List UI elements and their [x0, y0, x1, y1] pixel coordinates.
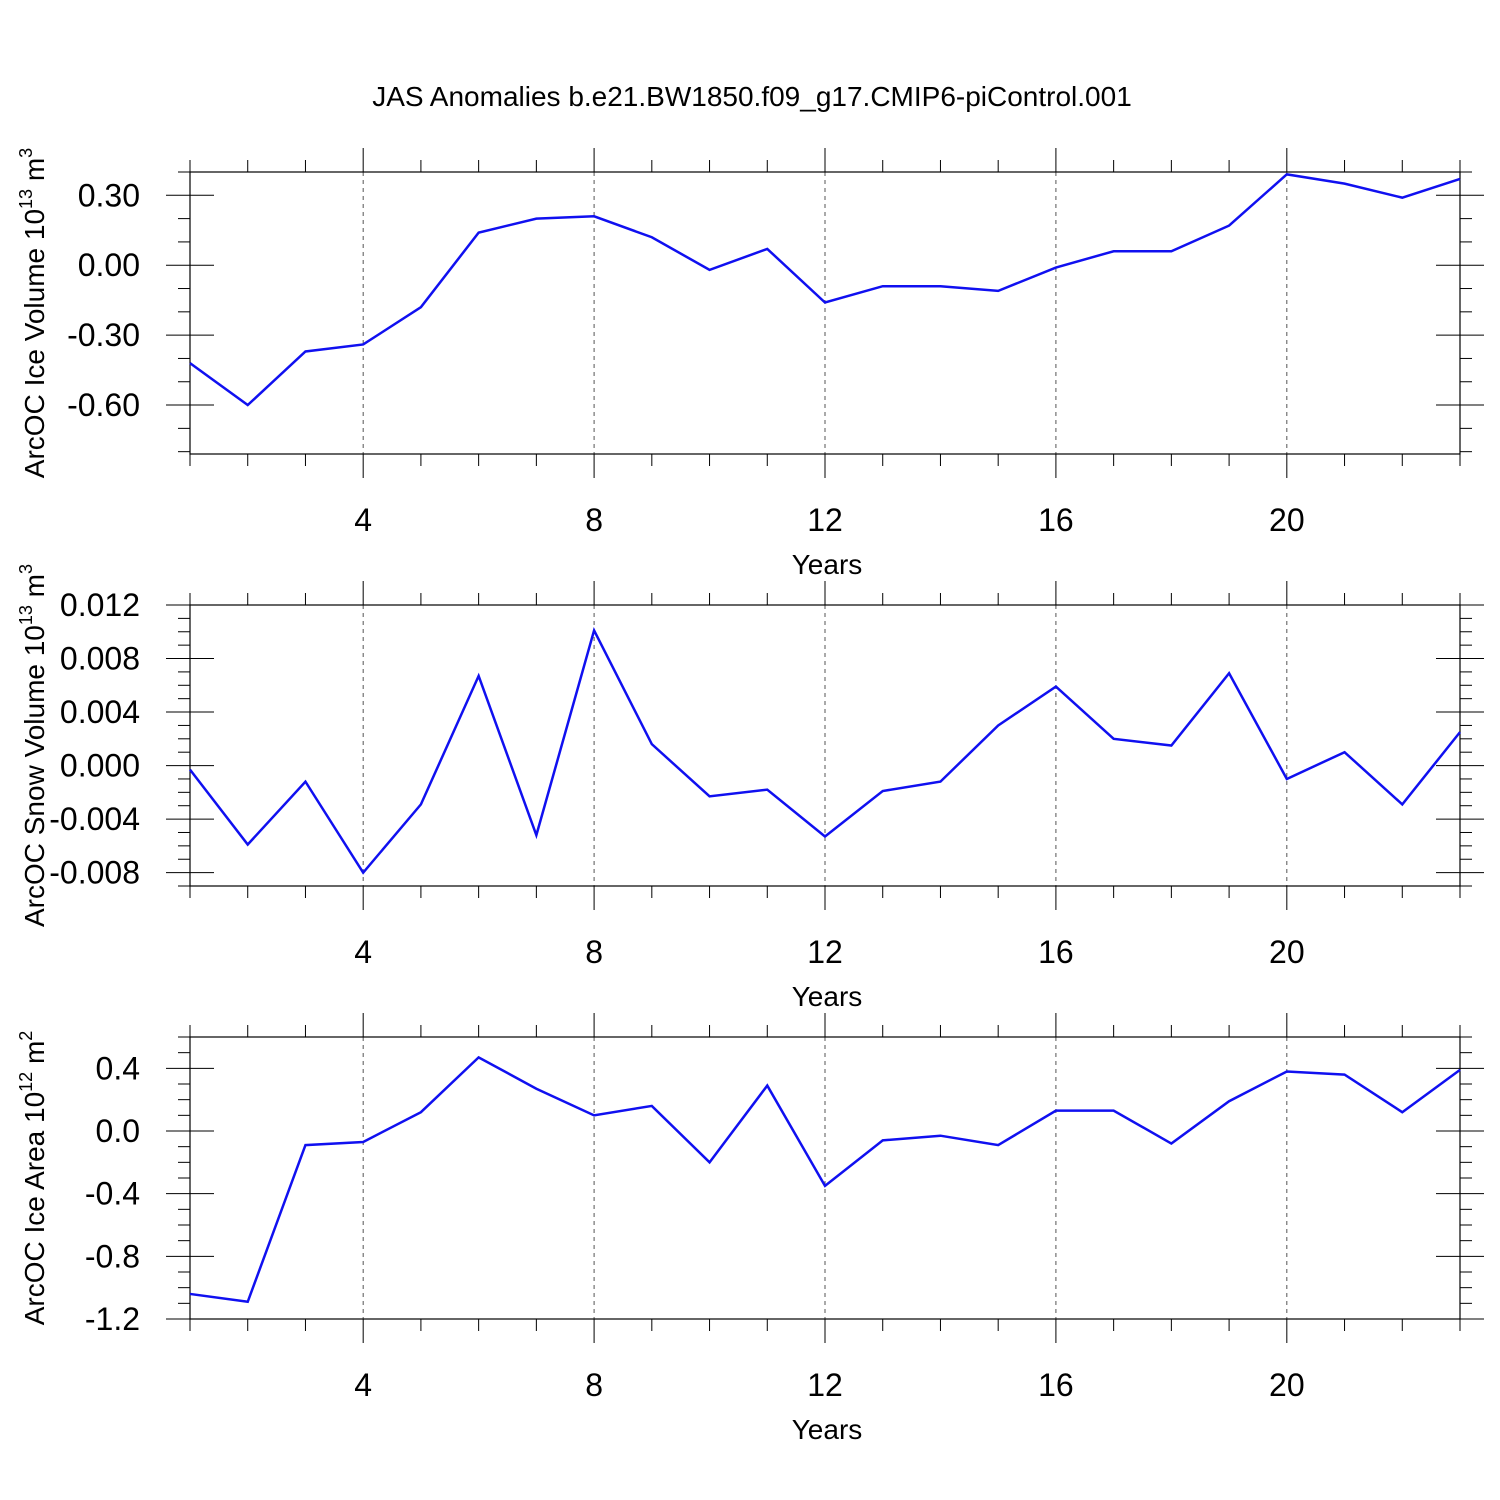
ice-area-x-tick-label: 12: [807, 1367, 843, 1403]
snow-volume-plot-frame: [189, 604, 1461, 887]
ice-area-y-axis-label-part: 12: [16, 1072, 36, 1092]
ice-area-y-axis-label: ArcOC Ice Area 1012 m2: [16, 1031, 50, 1326]
ice-area-y-tick-label: -1.2: [85, 1301, 140, 1337]
ice-volume-y-axis-label-part: 3: [16, 148, 36, 158]
ice-volume-y-axis-label-part: 13: [16, 189, 36, 209]
ice-volume-plot-frame: [189, 171, 1461, 455]
ice-volume-y-tick-label: -0.60: [67, 387, 140, 423]
ice-volume-y-tick-label: 0.30: [78, 177, 140, 213]
snow-volume-x-tick-label: 4: [354, 934, 372, 970]
snow-volume-y-axis-label-part: ArcOC Snow Volume 10: [19, 625, 50, 927]
snow-volume-x-tick-label: 20: [1269, 934, 1305, 970]
snow-volume-y-tick-label: 0.004: [60, 694, 140, 730]
ice-area-y-tick-label: -0.8: [85, 1238, 140, 1274]
snow-volume-y-tick-label: 0.008: [60, 641, 140, 677]
ice-volume-x-tick-label: 20: [1269, 502, 1305, 538]
ice-area-y-tick-label: 0.4: [96, 1050, 140, 1086]
ice-area-y-axis-label-part: ArcOC Ice Area 10: [19, 1092, 50, 1325]
ice-volume-y-axis-label-part: m: [19, 158, 50, 189]
ice-volume-y-tick-label: -0.30: [67, 317, 140, 353]
ice-area-y-tick-label: -0.4: [85, 1176, 140, 1212]
panels: 4 8 12 16 20 -0.60 -0.30 0.00 0.30 Years ArcOC Ice…: [16, 148, 1484, 1445]
ice-volume-x-tick-label: 16: [1038, 502, 1074, 538]
snow-volume-x-tick-label: 8: [585, 934, 603, 970]
ice-area-x-tick-label: 8: [585, 1367, 603, 1403]
snow-volume-x-tick-label: 16: [1038, 934, 1074, 970]
figure-title: JAS Anomalies b.e21.BW1850.f09_g17.CMIP6…: [372, 81, 1132, 112]
ice-area-x-tick-label: 4: [354, 1367, 372, 1403]
ice-area-plot-frame: [189, 1036, 1461, 1320]
snow-volume-y-tick-label: -0.008: [49, 855, 140, 891]
snow-volume-y-axis-label: ArcOC Snow Volume 1013 m3: [16, 564, 50, 927]
ice-area-x-tick-label: 16: [1038, 1367, 1074, 1403]
ice-area-x-tick-label: 20: [1269, 1367, 1305, 1403]
ice-volume-panel: 4 8 12 16 20 -0.60 -0.30 0.00 0.30 Years ArcOC Ice…: [16, 148, 1484, 580]
snow-volume-x-tick-label: 12: [807, 934, 843, 970]
ice-area-x-axis-label: Years: [792, 1414, 863, 1445]
snow-volume-y-axis-label-part: 3: [16, 564, 36, 574]
ice-area-panel: 4 8 12 16 20 -1.2 -0.8 -0.4 0.0 0.4 Years ArcOC Ice…: [16, 1013, 1484, 1445]
ice-volume-x-axis-label: Years: [792, 549, 863, 580]
ice-volume-x-tick-label: 12: [807, 502, 843, 538]
ice-area-y-axis-label-part: m: [19, 1041, 50, 1072]
snow-volume-y-tick-label: 0.012: [60, 587, 140, 623]
ice-volume-y-tick-label: 0.00: [78, 247, 140, 283]
ice-area-series-line: [189, 1055, 1461, 1304]
ice-volume-y-axis-label: ArcOC Ice Volume 1013 m3: [16, 148, 50, 478]
snow-volume-y-axis-label-part: 13: [16, 605, 36, 625]
ice-volume-y-axis-label-part: ArcOC Ice Volume 10: [19, 209, 50, 478]
snow-volume-x-axis-label: Years: [792, 981, 863, 1012]
ice-volume-x-tick-label: 8: [585, 502, 603, 538]
snow-volume-y-tick-label: -0.004: [49, 801, 140, 837]
snow-volume-panel: 4 8 12 16 20 -0.008 -0.004 0.000 0.004 0.008 0.012…: [16, 564, 1484, 1012]
snow-volume-y-tick-label: 0.000: [60, 748, 140, 784]
ice-area-y-tick-label: 0.0: [96, 1113, 140, 1149]
ice-volume-series-line: [189, 173, 1461, 407]
ice-volume-x-tick-label: 4: [354, 502, 372, 538]
snow-volume-y-axis-label-part: m: [19, 574, 50, 605]
snow-volume-series-line: [189, 626, 1461, 875]
ice-area-y-axis-label-part: 2: [16, 1031, 36, 1041]
